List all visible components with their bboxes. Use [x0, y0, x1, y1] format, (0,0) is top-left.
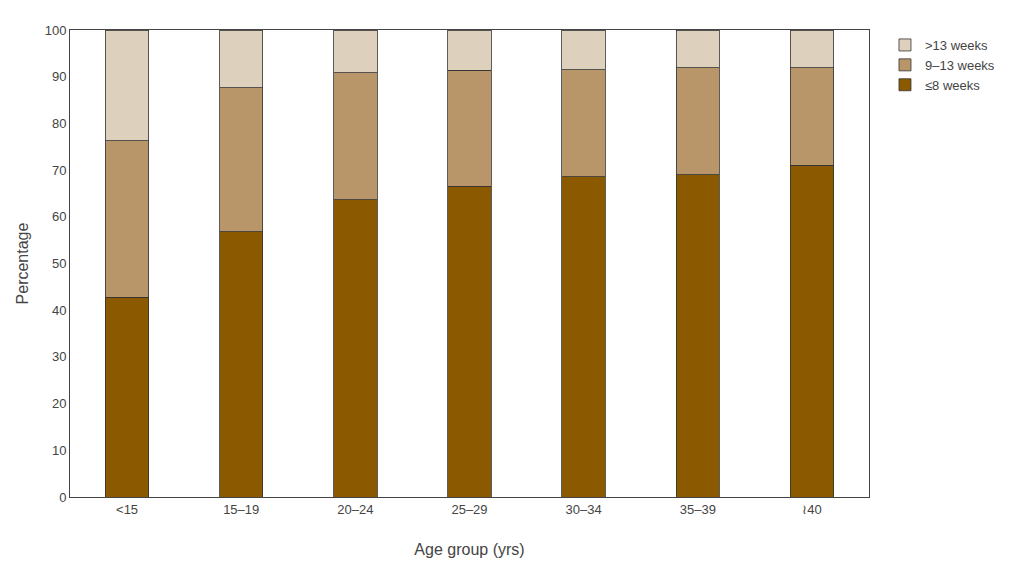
svg-text:Percentage: Percentage — [14, 222, 31, 304]
svg-text:100: 100 — [45, 23, 67, 38]
svg-text:70: 70 — [52, 163, 66, 178]
svg-text:40: 40 — [52, 303, 66, 318]
svg-text:25–29: 25–29 — [451, 502, 487, 517]
svg-text:20–24: 20–24 — [337, 502, 373, 517]
svg-text:80: 80 — [52, 116, 66, 131]
svg-text:30–34: 30–34 — [566, 502, 602, 517]
svg-text:<15: <15 — [116, 502, 138, 517]
svg-text:Age group (yrs): Age group (yrs) — [414, 541, 524, 558]
svg-text:10: 10 — [52, 443, 66, 458]
svg-text:>13 weeks: >13 weeks — [925, 38, 988, 53]
svg-text:15–19: 15–19 — [223, 502, 259, 517]
svg-text:35–39: 35–39 — [680, 502, 716, 517]
svg-text:20: 20 — [52, 396, 66, 411]
svg-text:≀40: ≀40 — [802, 502, 821, 517]
svg-text:60: 60 — [52, 209, 66, 224]
svg-text:50: 50 — [52, 256, 66, 271]
svg-text:90: 90 — [52, 69, 66, 84]
svg-text:0: 0 — [59, 490, 66, 505]
svg-text:≤8 weeks: ≤8 weeks — [925, 78, 980, 93]
svg-text:30: 30 — [52, 349, 66, 364]
svg-text:9–13 weeks: 9–13 weeks — [925, 58, 995, 73]
